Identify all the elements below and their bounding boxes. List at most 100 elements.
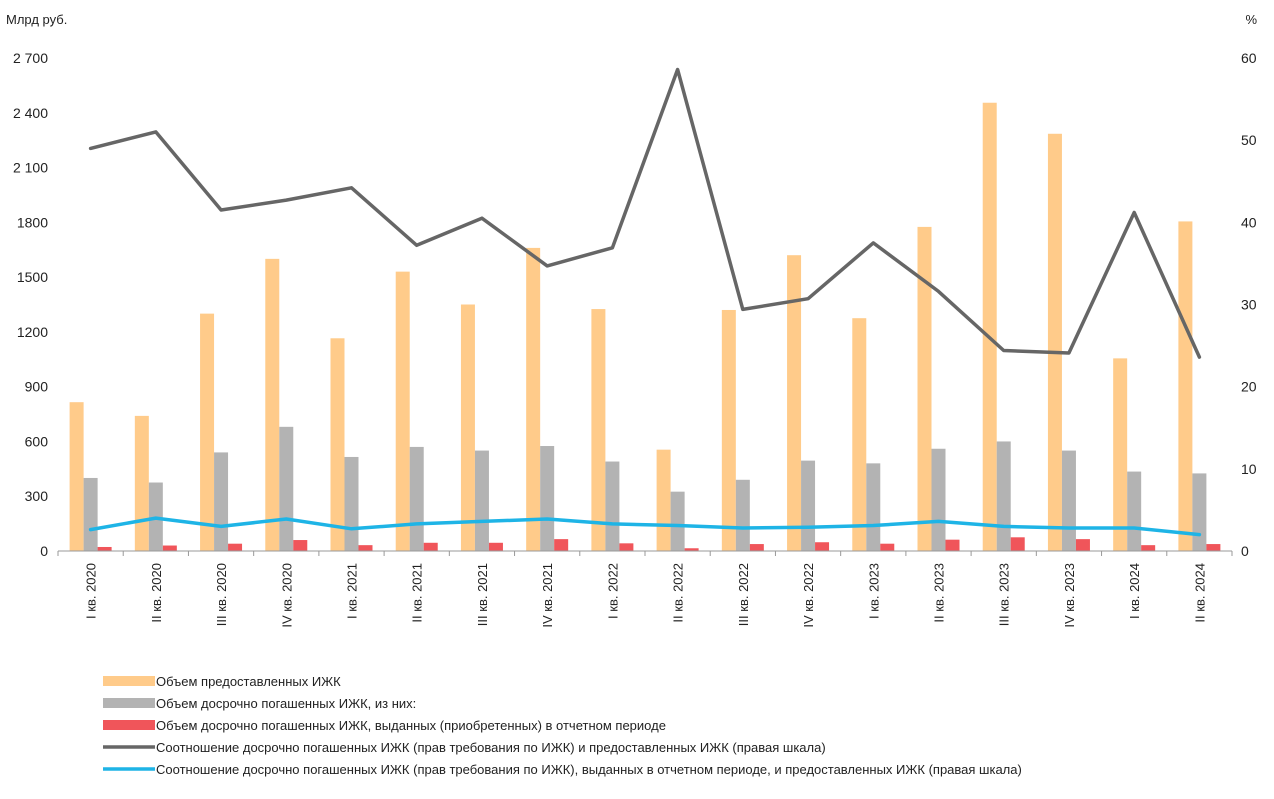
category-label: IV кв. 2022 [801,563,816,628]
bar-series-3 [619,543,634,551]
right-tick-label: 0 [1241,543,1249,559]
left-tick-label: 1200 [17,324,48,340]
bar-series-2 [540,446,555,551]
category-label: I кв. 2020 [84,563,99,619]
bar-series-3 [815,542,830,551]
bar-series-3 [945,539,960,551]
lines [88,67,1202,537]
category-label: I кв. 2023 [866,563,881,619]
left-tick-label: 1500 [17,269,48,285]
left-tick-label: 2 700 [13,50,48,66]
bar-series-1 [526,247,541,551]
left-tick-label: 600 [25,433,49,449]
bar-series-2 [605,461,620,551]
bar-series-1 [591,309,606,551]
bar-series-3 [162,545,177,551]
bar-series-3 [1010,537,1025,551]
category-label: II кв. 2020 [149,563,164,623]
left-tick-label: 2 400 [13,105,48,121]
bar-series-1 [787,255,802,551]
category-label: III кв. 2022 [736,563,751,626]
right-tick-label: 60 [1241,50,1257,66]
category-label: I кв. 2022 [605,563,620,619]
legend: Объем предоставленных ИЖК Объем досрочно … [103,674,1022,777]
right-axis: 0 10 20 30 40 50 60 [1241,50,1257,559]
right-axis-unit: % [1245,12,1257,27]
left-tick-label: 900 [25,379,49,395]
category-label: I кв. 2024 [1127,563,1142,619]
bar-series-1 [134,415,149,551]
bar-series-1 [265,258,280,551]
bar-series-2 [214,452,229,551]
left-axis-unit: Млрд руб. [6,12,67,27]
legend-label: Соотношение досрочно погашенных ИЖК (пра… [156,740,826,755]
bar-series-3 [1075,539,1090,551]
category-label: I кв. 2021 [345,563,360,619]
bar-series-3 [97,546,112,551]
bar-series-2 [996,441,1011,551]
bar-series-3 [228,543,243,551]
bar-series-2 [344,456,359,551]
category-label: II кв. 2024 [1192,563,1207,623]
bar-series-3 [293,540,308,551]
right-tick-label: 50 [1241,132,1257,148]
category-label: IV кв. 2023 [1062,563,1077,628]
bar-series-3 [423,542,438,551]
bar-series-1 [656,449,671,551]
left-tick-label: 0 [40,543,48,559]
bar-series-1 [200,313,215,551]
bar-series-2 [1192,473,1207,551]
right-tick-label: 40 [1241,214,1257,230]
bar-series-1 [982,102,997,552]
bar-series-1 [852,318,867,551]
left-axis: 0 300 600 900 1200 1500 1800 2 100 2 400 2 700 [13,50,48,559]
bar-series-1 [1047,133,1062,551]
legend-label: Соотношение досрочно погашенных ИЖК (пра… [156,762,1022,777]
bar-series-2 [670,491,685,551]
legend-swatch [103,676,155,686]
bar-series-1 [917,226,932,552]
legend-label: Объем досрочно погашенных ИЖК, из них: [156,696,416,711]
bar-series-1 [721,309,736,551]
right-tick-label: 30 [1241,297,1257,313]
bar-series-3 [554,539,569,551]
category-label: III кв. 2020 [214,563,229,626]
bar-series-3 [684,548,699,551]
bar-series-2 [1061,450,1076,551]
bar-series-2 [931,448,946,551]
category-label: III кв. 2023 [997,563,1012,626]
bar-series-3 [1206,544,1221,551]
left-tick-label: 2 100 [13,160,48,176]
legend-label: Объем предоставленных ИЖК [156,674,341,689]
bar-series-3 [880,543,895,551]
line-series-2 [88,516,1202,537]
bar-series-2 [801,460,816,551]
bar-series-1 [1113,358,1128,551]
bar-series-2 [735,479,750,551]
x-axis-ticks [57,551,1233,556]
legend-label: Объем досрочно погашенных ИЖК, выданных … [156,718,666,733]
bar-series-3 [749,544,764,551]
bar-series-3 [1141,545,1156,551]
left-tick-label: 1800 [17,214,48,230]
right-tick-label: 20 [1241,379,1257,395]
category-label: IV кв. 2021 [540,563,555,628]
bar-series-3 [488,542,503,551]
category-label: II кв. 2021 [410,563,425,623]
bar-series-1 [69,402,84,551]
left-tick-label: 300 [25,488,49,504]
category-labels: I кв. 2020 II кв. 2020 III кв. 2020 IV кв. … [84,563,1208,628]
bar-series-1 [330,338,345,551]
right-tick-label: 10 [1241,461,1257,477]
bar-series-1 [395,271,410,551]
bar-series-1 [460,304,475,551]
legend-swatch [103,720,155,730]
bar-series-2 [83,477,98,551]
category-label: II кв. 2022 [671,563,686,623]
bar-series-1 [1178,221,1193,552]
bar-series-2 [409,446,424,551]
bars [69,102,1221,552]
bar-series-2 [279,426,294,551]
bar-series-2 [474,450,489,551]
